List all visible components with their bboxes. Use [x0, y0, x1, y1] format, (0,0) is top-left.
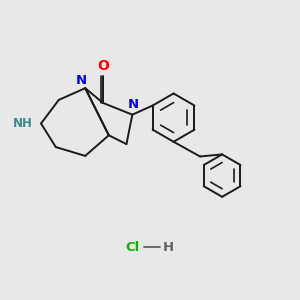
Text: H: H — [163, 241, 174, 254]
Text: N: N — [128, 98, 140, 111]
Text: NH: NH — [13, 117, 33, 130]
Text: Cl: Cl — [125, 241, 140, 254]
Text: O: O — [97, 59, 109, 73]
Text: N: N — [76, 74, 87, 87]
